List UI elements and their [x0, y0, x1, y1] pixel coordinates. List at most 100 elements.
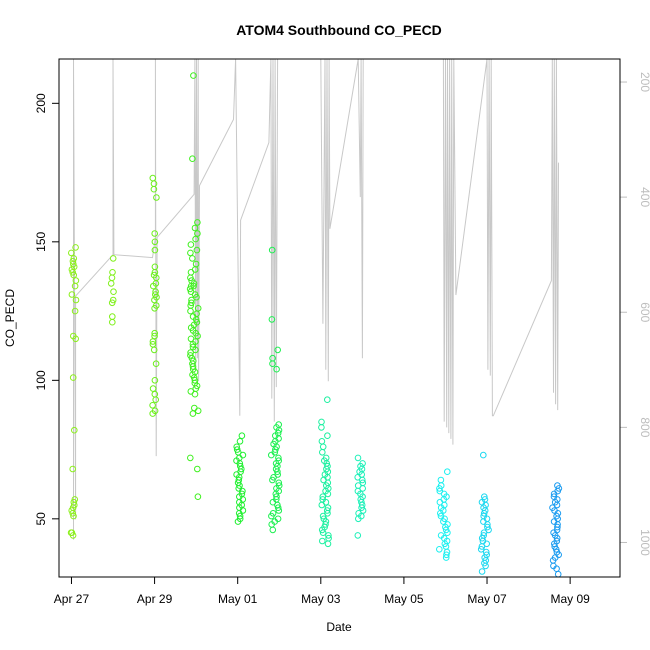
- y-tick-label: 200: [34, 93, 48, 113]
- data-point: [189, 363, 197, 370]
- data-point: [153, 194, 160, 201]
- data-point: [109, 296, 117, 304]
- data-point: [71, 307, 79, 315]
- x-tick-label: May 07: [467, 592, 507, 606]
- y2-tick-label: 200: [638, 72, 650, 92]
- data-point: [269, 526, 277, 534]
- data-point: [323, 507, 331, 514]
- data-point: [192, 235, 199, 243]
- data-point: [110, 288, 117, 296]
- data-point: [324, 396, 331, 404]
- data-point: [151, 329, 158, 337]
- data-point: [194, 219, 201, 226]
- data-point: [108, 299, 116, 307]
- data-point: [238, 465, 245, 473]
- x-tick-label: May 05: [384, 592, 424, 606]
- data-point: [318, 424, 325, 431]
- data-point: [550, 490, 558, 498]
- data-point: [324, 540, 332, 548]
- data-point: [274, 504, 282, 512]
- data-point: [152, 396, 159, 404]
- data-point: [187, 241, 195, 248]
- data-point: [69, 510, 76, 517]
- data-point: [150, 282, 157, 290]
- data-point: [551, 540, 558, 548]
- data-point: [151, 305, 158, 312]
- data-point: [236, 512, 244, 520]
- data-point: [273, 493, 280, 501]
- data-point: [70, 512, 77, 520]
- data-point: [485, 526, 492, 534]
- y-tick-label: 100: [34, 370, 48, 390]
- y2-tick-label: 400: [638, 187, 650, 207]
- data-point: [194, 465, 201, 473]
- y-tick-label: 150: [34, 231, 48, 251]
- data-point: [192, 316, 200, 323]
- data-point: [68, 249, 75, 257]
- data-point: [72, 335, 79, 343]
- data-point: [274, 468, 281, 476]
- data-point: [187, 307, 194, 315]
- data-point: [149, 410, 156, 417]
- data-point: [191, 224, 199, 232]
- data-point: [69, 269, 76, 276]
- data-point: [478, 543, 486, 550]
- data-point: [268, 512, 275, 520]
- data-point: [319, 493, 327, 501]
- data-point: [68, 507, 75, 514]
- data-point: [268, 246, 276, 254]
- data-point: [189, 155, 196, 162]
- x-tick-label: May 09: [550, 592, 590, 606]
- x-tick-label: Apr 29: [137, 592, 173, 606]
- data-point: [275, 507, 283, 514]
- data-point: [324, 432, 331, 440]
- data-point: [189, 341, 197, 348]
- data-point: [355, 515, 362, 523]
- data-point: [553, 534, 561, 542]
- data-point: [150, 185, 158, 193]
- data-point: [272, 446, 279, 453]
- x-axis-label: Date: [326, 620, 352, 634]
- data-point: [354, 454, 362, 462]
- scatter-points-layer: [67, 72, 563, 578]
- data-point: [189, 410, 197, 417]
- data-point: [190, 72, 197, 79]
- data-point: [359, 485, 367, 492]
- data-point: [273, 365, 280, 373]
- data-point: [275, 479, 283, 487]
- data-point: [437, 510, 444, 517]
- data-point: [150, 346, 158, 354]
- data-point: [238, 432, 246, 440]
- data-point: [552, 546, 560, 553]
- data-point: [443, 551, 450, 559]
- data-point: [436, 546, 443, 553]
- data-point: [191, 377, 199, 384]
- data-point: [151, 238, 159, 246]
- data-point: [444, 529, 451, 537]
- data-point: [269, 476, 276, 484]
- data-point: [187, 454, 194, 462]
- data-point: [268, 451, 275, 459]
- data-point: [319, 529, 327, 537]
- data-point: [325, 532, 332, 539]
- data-point: [186, 285, 194, 293]
- data-point: [72, 296, 80, 304]
- chart-title: ATOM4 Southbound CO_PECD: [236, 22, 442, 38]
- data-point: [436, 485, 443, 492]
- data-point: [192, 346, 199, 354]
- data-point: [478, 534, 486, 542]
- y-axis-label: CO_PECD: [3, 289, 17, 347]
- data-point: [109, 255, 117, 262]
- data-point: [554, 523, 561, 531]
- data-point: [152, 360, 160, 368]
- data-point: [319, 449, 326, 456]
- data-point: [442, 554, 450, 561]
- data-point: [151, 246, 159, 254]
- data-point: [194, 332, 201, 340]
- data-point: [318, 526, 326, 534]
- data-point: [239, 487, 246, 495]
- data-point: [194, 407, 202, 415]
- data-point: [274, 346, 282, 354]
- data-point: [322, 521, 329, 528]
